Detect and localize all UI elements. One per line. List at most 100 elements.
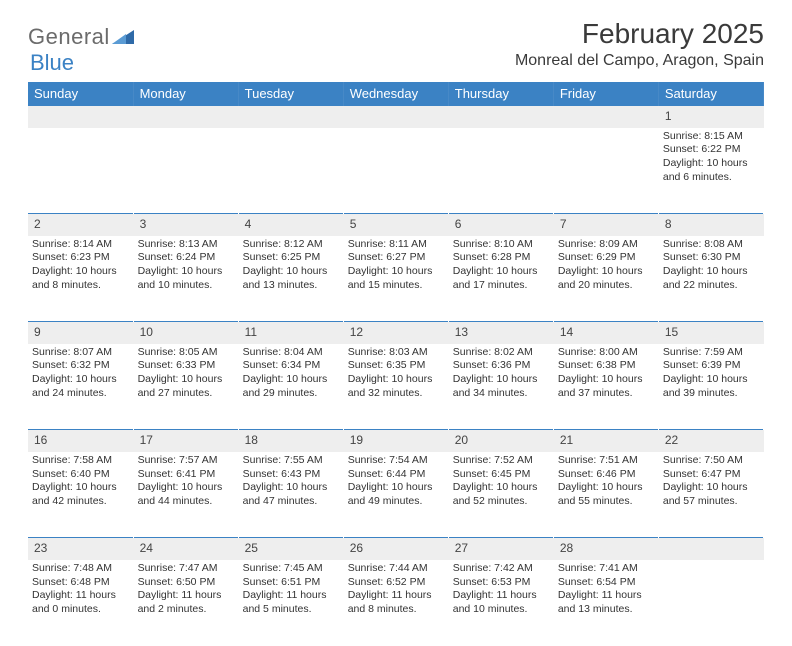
day-cell: Sunrise: 7:54 AMSunset: 6:44 PMDaylight:… xyxy=(343,452,448,538)
day-header: Wednesday xyxy=(343,82,448,106)
daylight-text: Daylight: 10 hours and 22 minutes. xyxy=(663,265,759,292)
sunrise-text: Sunrise: 7:57 AM xyxy=(138,454,234,468)
sunrise-text: Sunrise: 7:41 AM xyxy=(558,562,654,576)
sunrise-text: Sunrise: 8:00 AM xyxy=(558,346,654,360)
daynum-row: 9101112131415 xyxy=(28,322,764,344)
daylight-text: Daylight: 10 hours and 34 minutes. xyxy=(453,373,549,400)
title-block: February 2025 Monreal del Campo, Aragon,… xyxy=(515,18,764,70)
day-cell: Sunrise: 8:08 AMSunset: 6:30 PMDaylight:… xyxy=(658,236,763,322)
sunset-text: Sunset: 6:32 PM xyxy=(32,359,129,373)
day-cell xyxy=(448,128,553,214)
day-number: 17 xyxy=(133,430,238,452)
sunset-text: Sunset: 6:47 PM xyxy=(663,468,759,482)
day-number: 12 xyxy=(343,322,448,344)
day-header: Sunday xyxy=(28,82,133,106)
sunset-text: Sunset: 6:54 PM xyxy=(558,576,654,590)
day-number: 5 xyxy=(343,214,448,236)
daylight-text: Daylight: 10 hours and 29 minutes. xyxy=(243,373,339,400)
sunrise-text: Sunrise: 8:02 AM xyxy=(453,346,549,360)
sunrise-text: Sunrise: 7:58 AM xyxy=(32,454,129,468)
sunset-text: Sunset: 6:29 PM xyxy=(558,251,654,265)
day-cell: Sunrise: 7:51 AMSunset: 6:46 PMDaylight:… xyxy=(553,452,658,538)
day-cell: Sunrise: 7:55 AMSunset: 6:43 PMDaylight:… xyxy=(238,452,343,538)
day-cell: Sunrise: 8:07 AMSunset: 6:32 PMDaylight:… xyxy=(28,344,133,430)
sunrise-text: Sunrise: 7:52 AM xyxy=(453,454,549,468)
sunrise-text: Sunrise: 7:42 AM xyxy=(453,562,549,576)
day-number: 23 xyxy=(28,538,133,560)
sunrise-text: Sunrise: 8:05 AM xyxy=(138,346,234,360)
day-number xyxy=(133,106,238,128)
day-cell: Sunrise: 8:13 AMSunset: 6:24 PMDaylight:… xyxy=(133,236,238,322)
day-number: 27 xyxy=(448,538,553,560)
day-cell: Sunrise: 7:59 AMSunset: 6:39 PMDaylight:… xyxy=(658,344,763,430)
sunrise-text: Sunrise: 7:45 AM xyxy=(243,562,339,576)
day-number: 22 xyxy=(658,430,763,452)
day-number: 15 xyxy=(658,322,763,344)
sunset-text: Sunset: 6:24 PM xyxy=(138,251,234,265)
sunrise-text: Sunrise: 7:48 AM xyxy=(32,562,129,576)
sunset-text: Sunset: 6:23 PM xyxy=(32,251,129,265)
day-cell xyxy=(133,128,238,214)
week-row: Sunrise: 8:14 AMSunset: 6:23 PMDaylight:… xyxy=(28,236,764,322)
sunset-text: Sunset: 6:50 PM xyxy=(138,576,234,590)
day-number: 24 xyxy=(133,538,238,560)
day-number: 20 xyxy=(448,430,553,452)
day-cell: Sunrise: 7:47 AMSunset: 6:50 PMDaylight:… xyxy=(133,560,238,646)
day-cell: Sunrise: 8:02 AMSunset: 6:36 PMDaylight:… xyxy=(448,344,553,430)
daylight-text: Daylight: 10 hours and 44 minutes. xyxy=(138,481,234,508)
day-number xyxy=(238,106,343,128)
sunset-text: Sunset: 6:44 PM xyxy=(348,468,444,482)
day-cell xyxy=(343,128,448,214)
day-cell: Sunrise: 7:48 AMSunset: 6:48 PMDaylight:… xyxy=(28,560,133,646)
daylight-text: Daylight: 11 hours and 0 minutes. xyxy=(32,589,129,616)
day-number: 21 xyxy=(553,430,658,452)
daylight-text: Daylight: 10 hours and 15 minutes. xyxy=(348,265,444,292)
sunrise-text: Sunrise: 8:13 AM xyxy=(138,238,234,252)
logo-text-1: General xyxy=(28,24,110,50)
day-number: 19 xyxy=(343,430,448,452)
day-cell: Sunrise: 8:04 AMSunset: 6:34 PMDaylight:… xyxy=(238,344,343,430)
daylight-text: Daylight: 10 hours and 24 minutes. xyxy=(32,373,129,400)
daylight-text: Daylight: 10 hours and 49 minutes. xyxy=(348,481,444,508)
sunset-text: Sunset: 6:39 PM xyxy=(663,359,759,373)
day-number: 4 xyxy=(238,214,343,236)
day-cell: Sunrise: 8:14 AMSunset: 6:23 PMDaylight:… xyxy=(28,236,133,322)
sunrise-text: Sunrise: 7:59 AM xyxy=(663,346,759,360)
daylight-text: Daylight: 10 hours and 20 minutes. xyxy=(558,265,654,292)
daylight-text: Daylight: 10 hours and 6 minutes. xyxy=(663,157,759,184)
day-cell xyxy=(658,560,763,646)
daynum-row: 232425262728 xyxy=(28,538,764,560)
day-cell: Sunrise: 7:41 AMSunset: 6:54 PMDaylight:… xyxy=(553,560,658,646)
calendar-page: General Blue February 2025 Monreal del C… xyxy=(0,0,792,646)
sunrise-text: Sunrise: 7:54 AM xyxy=(348,454,444,468)
sunset-text: Sunset: 6:45 PM xyxy=(453,468,549,482)
sunset-text: Sunset: 6:38 PM xyxy=(558,359,654,373)
day-cell xyxy=(28,128,133,214)
day-header: Monday xyxy=(133,82,238,106)
sunset-text: Sunset: 6:22 PM xyxy=(663,143,759,157)
sunset-text: Sunset: 6:43 PM xyxy=(243,468,339,482)
logo-triangle-icon xyxy=(112,30,134,49)
sunrise-text: Sunrise: 8:03 AM xyxy=(348,346,444,360)
sunset-text: Sunset: 6:27 PM xyxy=(348,251,444,265)
sunrise-text: Sunrise: 7:44 AM xyxy=(348,562,444,576)
daylight-text: Daylight: 10 hours and 57 minutes. xyxy=(663,481,759,508)
day-cell: Sunrise: 8:11 AMSunset: 6:27 PMDaylight:… xyxy=(343,236,448,322)
daylight-text: Daylight: 10 hours and 8 minutes. xyxy=(32,265,129,292)
day-number xyxy=(343,106,448,128)
daylight-text: Daylight: 10 hours and 42 minutes. xyxy=(32,481,129,508)
sunrise-text: Sunrise: 8:14 AM xyxy=(32,238,129,252)
logo: General Blue xyxy=(28,24,134,76)
sunset-text: Sunset: 6:30 PM xyxy=(663,251,759,265)
daylight-text: Daylight: 10 hours and 37 minutes. xyxy=(558,373,654,400)
daylight-text: Daylight: 10 hours and 47 minutes. xyxy=(243,481,339,508)
day-number: 11 xyxy=(238,322,343,344)
page-header: General Blue February 2025 Monreal del C… xyxy=(28,18,764,76)
sunset-text: Sunset: 6:28 PM xyxy=(453,251,549,265)
sunrise-text: Sunrise: 8:08 AM xyxy=(663,238,759,252)
daylight-text: Daylight: 11 hours and 5 minutes. xyxy=(243,589,339,616)
day-number xyxy=(553,106,658,128)
day-cell: Sunrise: 8:15 AMSunset: 6:22 PMDaylight:… xyxy=(658,128,763,214)
daylight-text: Daylight: 11 hours and 2 minutes. xyxy=(138,589,234,616)
sunset-text: Sunset: 6:53 PM xyxy=(453,576,549,590)
